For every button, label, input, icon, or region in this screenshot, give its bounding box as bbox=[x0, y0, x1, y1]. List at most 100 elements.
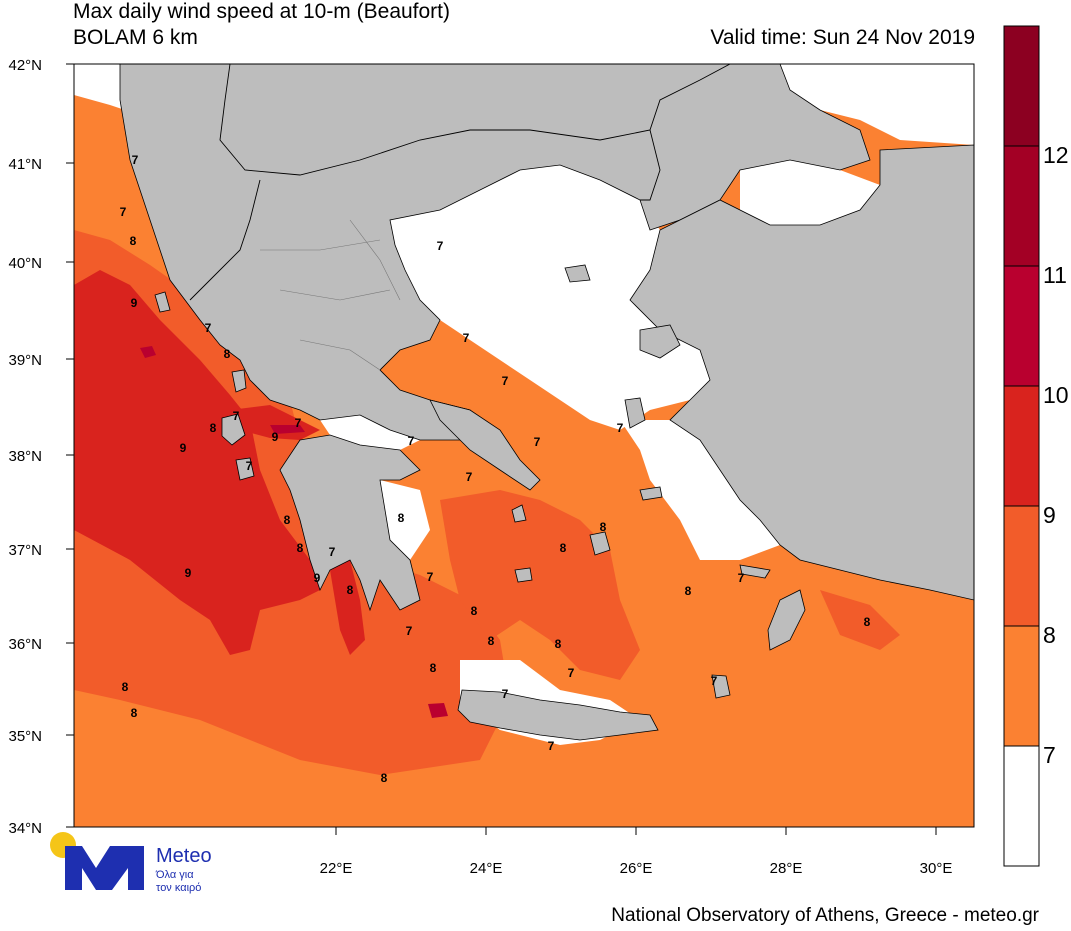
sea-band-8-9-southeast bbox=[820, 590, 900, 650]
lat-label-40: 40°N bbox=[8, 255, 42, 272]
map-frame bbox=[73, 63, 975, 828]
contour-label: 8 bbox=[224, 347, 231, 361]
contour-label: 8 bbox=[122, 680, 129, 694]
colorbar-label-11: 11 bbox=[1043, 262, 1067, 288]
contour-label: 7 bbox=[548, 739, 555, 753]
colorbar-swatch-11-12 bbox=[1004, 146, 1039, 266]
calm-saronic bbox=[380, 480, 430, 560]
contour-label: 7 bbox=[246, 459, 253, 473]
colorbar-label-12: 12 bbox=[1043, 142, 1069, 168]
logo-wordmark: Meteo bbox=[156, 845, 212, 867]
contour-label: 7 bbox=[466, 470, 473, 484]
logo-tagline-line2: τον καιρό bbox=[156, 882, 201, 894]
contour-label: 7 bbox=[617, 421, 624, 435]
land-peloponnese bbox=[279, 434, 421, 612]
contour-label: 8 bbox=[685, 584, 692, 598]
contour-label: 7 bbox=[295, 416, 302, 430]
model-name: BOLAM 6 km bbox=[73, 26, 198, 49]
land-cyclades-milos bbox=[514, 567, 533, 583]
contour-label: 7 bbox=[120, 205, 127, 219]
colorbar-label-8: 8 bbox=[1043, 622, 1056, 648]
contour-label: 7 bbox=[534, 435, 541, 449]
colorbar-frame bbox=[1003, 25, 1040, 867]
land-euboea bbox=[429, 399, 541, 491]
land-cyclades-naxos bbox=[589, 531, 611, 556]
contour-label: 8 bbox=[555, 637, 562, 651]
calm-black-sea bbox=[780, 64, 974, 145]
colorbar-swatch-below-7 bbox=[1004, 746, 1039, 866]
sea-band-8-9-aegean bbox=[440, 490, 640, 680]
map-title: Max daily wind speed at 10-m (Beaufort) bbox=[73, 0, 451, 23]
land-corfu bbox=[154, 291, 171, 313]
valid-time: Valid time: Sun 24 Nov 2019 bbox=[710, 26, 975, 49]
contour-label: 9 bbox=[185, 566, 192, 580]
land-lemnos bbox=[564, 264, 591, 283]
colorbar-swatch-7-8 bbox=[1004, 626, 1039, 746]
land-chios bbox=[624, 397, 646, 429]
colorbar-label-10: 10 bbox=[1043, 382, 1069, 408]
contour-label: 8 bbox=[430, 661, 437, 675]
land-kefalonia bbox=[221, 413, 246, 446]
longitude-ticks bbox=[335, 827, 937, 835]
country-borders bbox=[189, 64, 731, 301]
lat-label-34: 34°N bbox=[8, 820, 42, 837]
lon-label-24: 24°E bbox=[470, 860, 503, 877]
contour-label: 8 bbox=[210, 421, 217, 435]
contour-label: 7 bbox=[711, 674, 718, 688]
colorbar-swatch-10-11 bbox=[1004, 266, 1039, 386]
sea-band-10-11-crete bbox=[428, 703, 448, 718]
colorbar: 12 11 10 9 8 7 bbox=[1003, 25, 1069, 867]
land-kos bbox=[739, 564, 771, 579]
contour-label: 8 bbox=[347, 583, 354, 597]
lat-label-37: 37°N bbox=[8, 542, 42, 559]
calm-east-aegean bbox=[620, 420, 780, 560]
contour-label: 7 bbox=[568, 666, 575, 680]
land-zakynthos bbox=[235, 457, 255, 481]
longitude-labels: 22°E 24°E 26°E 28°E 30°E bbox=[320, 860, 953, 877]
contour-label: 9 bbox=[272, 430, 279, 444]
meteo-logo[interactable]: Meteo Όλα για τον καιρό bbox=[50, 832, 212, 894]
land-lefkada bbox=[231, 369, 247, 393]
contour-label: 7 bbox=[463, 331, 470, 345]
contour-label: 8 bbox=[488, 634, 495, 648]
contour-label: 7 bbox=[427, 570, 434, 584]
contour-label: 7 bbox=[502, 374, 509, 388]
contour-label: 8 bbox=[131, 706, 138, 720]
contour-label: 7 bbox=[502, 687, 509, 701]
region-borders bbox=[260, 219, 401, 371]
contour-label: 7 bbox=[329, 545, 336, 559]
lon-label-28: 28°E bbox=[770, 860, 803, 877]
calm-north-aegean bbox=[390, 165, 710, 430]
contour-label: 8 bbox=[284, 513, 291, 527]
contour-label: 8 bbox=[381, 771, 388, 785]
latitude-labels: 42°N 41°N 40°N 39°N 38°N 37°N 36°N 35°N … bbox=[8, 57, 42, 837]
lon-label-22: 22°E bbox=[320, 860, 353, 877]
contour-labels: 7 7 8 9 7 8 7 8 9 7 9 7 8 8 7 9 9 7 7 7 … bbox=[120, 153, 871, 785]
contour-label: 7 bbox=[132, 153, 139, 167]
colorbar-swatch-8-9 bbox=[1004, 506, 1039, 626]
contour-label: 8 bbox=[600, 520, 607, 534]
land-lesvos bbox=[639, 324, 681, 359]
contour-label: 8 bbox=[560, 541, 567, 555]
land-karpathos bbox=[711, 674, 731, 699]
contour-label: 7 bbox=[738, 571, 745, 585]
calm-marmara bbox=[740, 160, 880, 225]
land-rhodes bbox=[767, 589, 806, 651]
sea-band-9-10-ionian bbox=[74, 270, 320, 655]
lat-label-41: 41°N bbox=[8, 156, 42, 173]
logo-mark-icon bbox=[65, 846, 144, 890]
contour-label: 8 bbox=[864, 615, 871, 629]
footer-credit: National Observatory of Athens, Greece -… bbox=[611, 905, 1039, 926]
map-panel bbox=[74, 64, 974, 827]
colorbar-swatch-9-10 bbox=[1004, 386, 1039, 506]
colorbar-swatch-above-12 bbox=[1004, 26, 1039, 146]
lat-label-38: 38°N bbox=[8, 448, 42, 465]
sea-band-10-11-core bbox=[140, 346, 156, 358]
land-samos bbox=[639, 486, 663, 501]
land-cyclades-andros bbox=[511, 504, 527, 523]
contour-label: 8 bbox=[297, 541, 304, 555]
contour-label: 7 bbox=[437, 239, 444, 253]
contour-label: 7 bbox=[406, 624, 413, 638]
contour-label: 7 bbox=[408, 434, 415, 448]
calm-corinth bbox=[320, 415, 420, 450]
